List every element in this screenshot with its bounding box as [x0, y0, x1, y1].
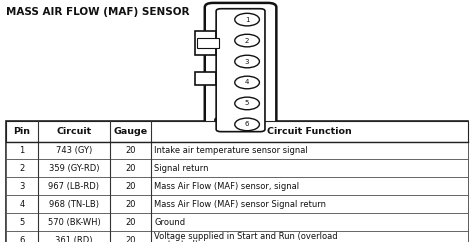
Text: 20: 20 [125, 200, 136, 209]
Text: 5: 5 [245, 100, 249, 106]
Bar [195, 31, 216, 55]
Text: Mass Air Flow (MAF) sensor Signal return: Mass Air Flow (MAF) sensor Signal return [154, 200, 326, 209]
FancyBboxPatch shape [215, 118, 261, 139]
Text: 20: 20 [125, 235, 136, 242]
Circle shape [235, 118, 259, 131]
Bar [197, 38, 219, 48]
Text: Intake air temperature sensor signal: Intake air temperature sensor signal [154, 146, 308, 155]
Circle shape [235, 76, 259, 89]
Text: Circuit: Circuit [56, 127, 91, 136]
Text: 5: 5 [19, 218, 25, 227]
Text: 361 (RD): 361 (RD) [55, 235, 93, 242]
Text: Mass Air Flow (MAF) sensor, signal: Mass Air Flow (MAF) sensor, signal [154, 182, 300, 191]
Text: 968 (TN-LB): 968 (TN-LB) [49, 200, 99, 209]
Text: 2: 2 [19, 164, 25, 173]
Bar [6, 213, 468, 231]
Text: 20: 20 [125, 164, 136, 173]
Text: 6: 6 [245, 121, 249, 127]
Circle shape [235, 34, 259, 47]
Text: 359 (GY-RD): 359 (GY-RD) [49, 164, 99, 173]
Bar [6, 159, 468, 177]
Text: Gauge: Gauge [114, 127, 148, 136]
Circle shape [235, 97, 259, 110]
Text: 743 (GY): 743 (GY) [56, 146, 92, 155]
Text: Ground: Ground [154, 218, 185, 227]
Text: 6: 6 [19, 235, 25, 242]
Bar [6, 231, 468, 242]
Text: 967 (LB-RD): 967 (LB-RD) [48, 182, 100, 191]
Bar [195, 72, 216, 85]
Text: 20: 20 [125, 146, 136, 155]
Bar [6, 177, 468, 195]
Bar [6, 121, 468, 242]
Text: protected): protected) [154, 240, 199, 242]
Text: 2: 2 [245, 38, 249, 44]
Circle shape [235, 55, 259, 68]
Text: 570 (BK-WH): 570 (BK-WH) [47, 218, 100, 227]
Text: Voltage supplied in Start and Run (overload: Voltage supplied in Start and Run (overl… [154, 232, 338, 241]
Text: Signal return: Signal return [154, 164, 209, 173]
Text: 3: 3 [245, 59, 249, 65]
Bar [6, 195, 468, 213]
Text: 20: 20 [125, 218, 136, 227]
Text: Pin: Pin [13, 127, 30, 136]
Text: 4: 4 [245, 79, 249, 85]
Circle shape [235, 13, 259, 26]
Text: 3: 3 [19, 182, 25, 191]
Bar [6, 142, 468, 159]
FancyBboxPatch shape [216, 9, 265, 132]
Text: 4: 4 [19, 200, 25, 209]
Bar [6, 121, 468, 142]
Text: 1: 1 [19, 146, 25, 155]
Text: Circuit Function: Circuit Function [267, 127, 352, 136]
Text: 20: 20 [125, 182, 136, 191]
Text: MASS AIR FLOW (MAF) SENSOR: MASS AIR FLOW (MAF) SENSOR [6, 7, 189, 17]
FancyBboxPatch shape [205, 3, 276, 137]
Text: 1: 1 [245, 17, 249, 23]
